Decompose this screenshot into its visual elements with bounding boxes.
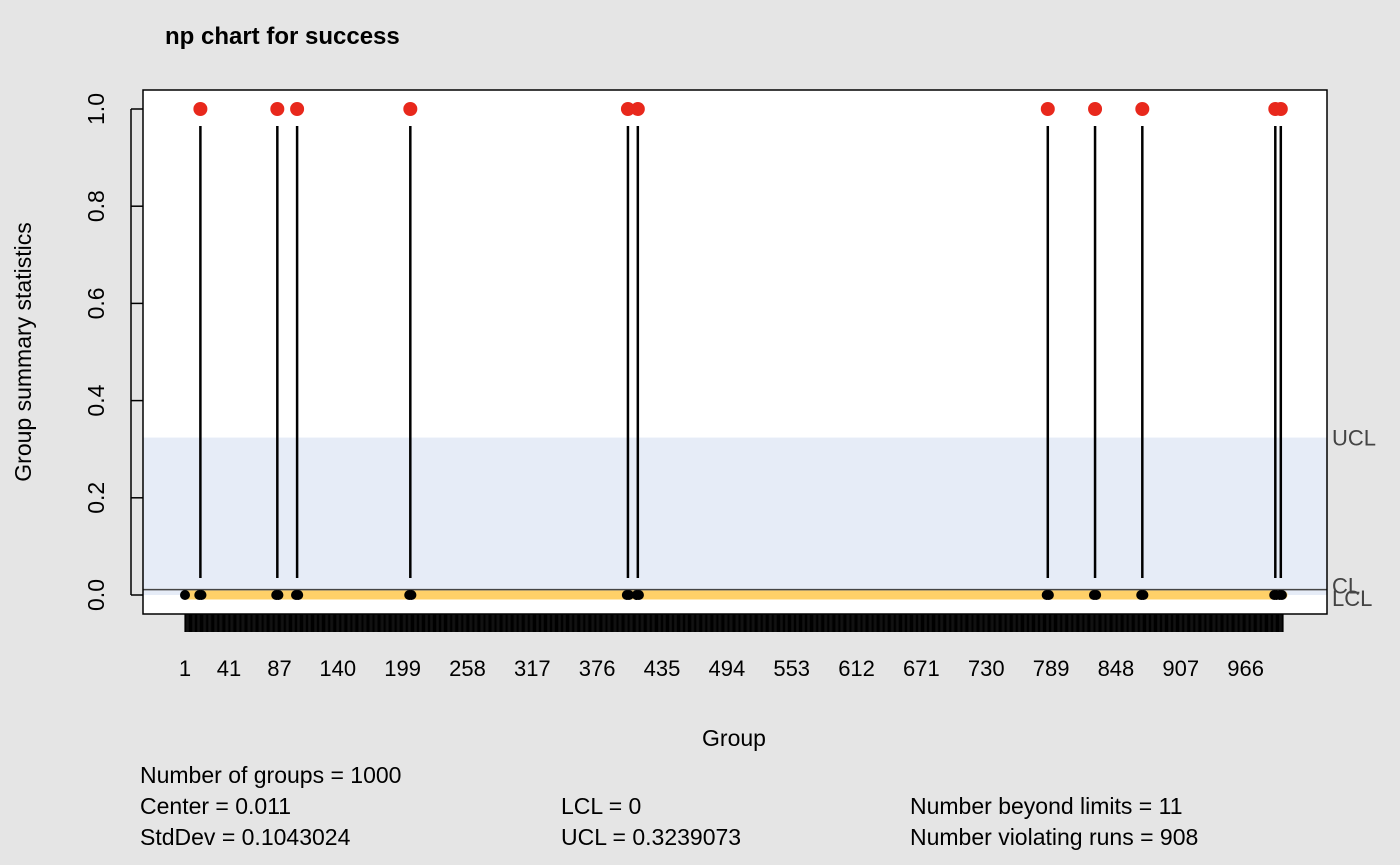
- beyond-limit-point: [1273, 102, 1288, 116]
- ucl-label: UCL: [1332, 426, 1376, 451]
- x-tick-label: 87: [267, 656, 291, 681]
- control-limit-band: [143, 437, 1327, 595]
- stat-runs: Number violating runs = 908: [910, 824, 1199, 850]
- beyond-limit-point: [630, 102, 645, 116]
- x-tick-label: 258: [449, 656, 486, 681]
- y-tick-label: 0.8: [83, 190, 109, 222]
- beyond-limit-point: [403, 102, 418, 116]
- stat-beyond: Number beyond limits = 11: [910, 793, 1183, 819]
- stat-center: Center = 0.011: [140, 793, 292, 819]
- x-tick-label: 671: [903, 656, 940, 681]
- beyond-limit-point: [193, 102, 208, 116]
- x-tick-label: 612: [838, 656, 875, 681]
- x-tick-label: 199: [384, 656, 421, 681]
- beyond-limit-point: [270, 102, 285, 116]
- x-tick-label: 435: [644, 656, 681, 681]
- x-tick-label: 966: [1227, 656, 1264, 681]
- y-tick-label: 0.0: [83, 579, 109, 611]
- in-control-point: [1138, 590, 1149, 600]
- plot-border: [142, 89, 1328, 615]
- stats-col-2: LCL = 0 UCL = 0.3239073: [561, 791, 741, 853]
- y-tick-label: 0.6: [83, 287, 109, 319]
- x-axis-title: Group: [702, 725, 766, 751]
- beyond-limit-point: [290, 102, 305, 116]
- in-control-point: [406, 590, 417, 600]
- beyond-limit-point: [620, 102, 635, 116]
- x-tick-label: 730: [968, 656, 1005, 681]
- beyond-limit-point: [1040, 102, 1055, 116]
- x-rug-ticks: [184, 614, 1284, 632]
- y-axis: 0.0 0.2 0.4 0.6 0.8 1.0: [83, 93, 143, 611]
- cl-label: CL: [1332, 574, 1360, 599]
- in-control-point: [273, 590, 284, 600]
- in-control-point: [196, 590, 207, 600]
- plot-panel: [142, 89, 1328, 632]
- x-tick-label: 1: [179, 656, 191, 681]
- in-control-point: [1043, 590, 1054, 600]
- x-tick-label: 553: [773, 656, 810, 681]
- stat-groups: Number of groups = 1000: [140, 762, 402, 788]
- x-tick-label: 140: [319, 656, 356, 681]
- in-control-point: [180, 590, 190, 600]
- x-axis-labels: 1 41 87 140 199 258 317 376 435 494 553 612 671 730 78…: [179, 656, 1264, 681]
- y-tick-label: 0.2: [83, 482, 109, 514]
- stat-ucl: UCL = 0.3239073: [561, 824, 742, 850]
- lcl-label: LCL: [1332, 586, 1372, 611]
- in-control-point: [1091, 590, 1102, 600]
- stat-lcl: LCL = 0: [561, 793, 642, 819]
- in-control-point: [293, 590, 304, 600]
- in-control-point: [624, 590, 635, 600]
- in-control-point: [633, 590, 644, 600]
- x-tick-label: 41: [217, 656, 241, 681]
- x-tick-label: 376: [579, 656, 616, 681]
- x-tick-label: 317: [514, 656, 551, 681]
- x-tick-label: 907: [1162, 656, 1199, 681]
- x-tick-label: 494: [708, 656, 745, 681]
- stats-col-3: Number beyond limits = 11 Number violati…: [910, 791, 1198, 853]
- chart-title: np chart for success: [165, 23, 400, 50]
- beyond-limit-point: [1135, 102, 1150, 116]
- in-control-point: [1276, 590, 1287, 600]
- x-tick-label: 848: [1098, 656, 1135, 681]
- y-tick-label: 1.0: [83, 93, 109, 125]
- series-layer: [180, 102, 1288, 600]
- x-tick-label: 789: [1033, 656, 1070, 681]
- y-tick-label: 0.4: [83, 384, 109, 416]
- stats-col-1: Number of groups = 1000 Center = 0.011 S…: [140, 760, 401, 853]
- y-axis-title: Group summary statistics: [10, 222, 36, 481]
- beyond-limit-point: [1088, 102, 1103, 116]
- stat-stddev: StdDev = 0.1043024: [140, 824, 351, 850]
